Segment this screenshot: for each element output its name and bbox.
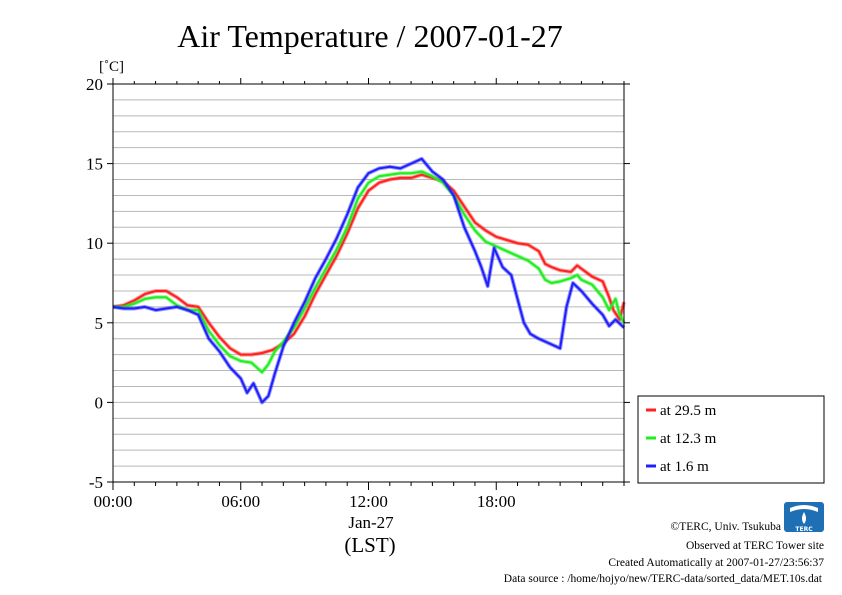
y-tick-label: 10 [86,234,103,253]
legend-label: at 29.5 m [660,403,717,419]
x-tick-label: 06:00 [221,492,260,511]
credit-line-2: Observed at TERC Tower site [686,540,824,552]
credit-line-4: Data source : /home/hojyo/new/TERC-data/… [504,573,823,585]
y-tick-label: -5 [89,473,103,492]
x-tick-label: 18:00 [477,492,516,511]
logo-text: TERC [795,526,813,533]
terc-logo: TERC [784,502,824,533]
series-lines [112,156,626,405]
x-tick-label: 12:00 [349,492,388,511]
credit-line-3: Created Automatically at 2007-01-27/23:5… [608,557,824,569]
legend: at 29.5 m at 12.3 m at 1.6 m [637,395,825,484]
series-line-2 [112,157,625,404]
legend-label: at 12.3 m [660,431,717,447]
legend-box [637,395,825,484]
series-line-1 [113,170,625,374]
y-axis-label: [˚C] [99,59,124,75]
x-axis-ticks: 00:00 06:00 12:00 18:00 [94,78,625,511]
water-drop-icon [802,512,806,524]
y-tick-label: 5 [95,314,104,333]
chart-title: Air Temperature / 2007-01-27 [177,18,563,54]
series-line-0 [112,173,625,356]
legend-label: at 1.6 m [660,459,709,475]
y-tick-label: 15 [86,155,103,174]
y-axis-ticks: -5 0 5 10 15 20 [86,75,630,492]
y-tick-label: 20 [86,75,103,94]
y-tick-label: 0 [95,393,104,412]
x-tick-label: 00:00 [94,492,133,511]
credit-line-1: ©TERC, Univ. Tsukuba [671,521,781,533]
x-axis-label: (LST) [344,533,395,557]
x-axis-date-label: Jan-27 [348,513,394,532]
